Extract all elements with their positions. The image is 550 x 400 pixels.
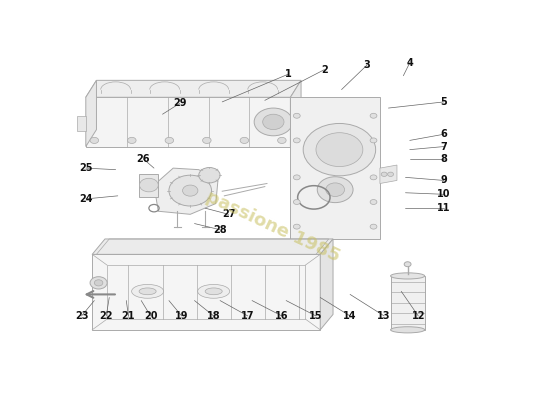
Text: 26: 26 xyxy=(136,154,150,164)
Polygon shape xyxy=(390,276,425,330)
Polygon shape xyxy=(86,97,290,146)
Polygon shape xyxy=(380,165,397,184)
Text: 17: 17 xyxy=(241,311,255,321)
Text: 28: 28 xyxy=(213,225,227,235)
Text: 29: 29 xyxy=(173,98,186,108)
Circle shape xyxy=(293,224,300,229)
Circle shape xyxy=(140,178,158,192)
Polygon shape xyxy=(154,168,218,214)
Polygon shape xyxy=(320,239,333,330)
Polygon shape xyxy=(77,116,86,131)
Polygon shape xyxy=(86,80,96,146)
Circle shape xyxy=(202,137,211,144)
Circle shape xyxy=(199,168,220,183)
Circle shape xyxy=(293,113,300,118)
Circle shape xyxy=(326,183,344,196)
Polygon shape xyxy=(86,80,301,97)
Circle shape xyxy=(95,280,103,286)
Circle shape xyxy=(254,108,293,136)
Circle shape xyxy=(370,138,377,143)
Text: 3: 3 xyxy=(364,60,371,70)
Text: 16: 16 xyxy=(275,311,289,321)
Circle shape xyxy=(183,185,198,196)
Circle shape xyxy=(90,277,107,289)
Circle shape xyxy=(293,200,300,204)
Circle shape xyxy=(404,262,411,267)
Circle shape xyxy=(316,133,363,166)
Circle shape xyxy=(128,137,136,144)
Circle shape xyxy=(381,172,387,176)
Text: 8: 8 xyxy=(441,154,447,164)
Circle shape xyxy=(293,175,300,180)
Circle shape xyxy=(388,172,394,176)
Text: 1: 1 xyxy=(285,69,292,79)
Circle shape xyxy=(90,137,98,144)
Ellipse shape xyxy=(390,273,425,279)
Polygon shape xyxy=(290,97,380,239)
Text: passione 1985: passione 1985 xyxy=(204,188,343,266)
Text: 19: 19 xyxy=(175,311,189,321)
Text: 4: 4 xyxy=(406,58,413,68)
Ellipse shape xyxy=(197,284,230,298)
Circle shape xyxy=(278,137,286,144)
Text: 11: 11 xyxy=(437,203,450,213)
Text: 25: 25 xyxy=(79,163,92,173)
Text: 10: 10 xyxy=(437,189,450,199)
Text: 14: 14 xyxy=(343,311,357,321)
Circle shape xyxy=(370,224,377,229)
Text: 9: 9 xyxy=(441,176,447,186)
Circle shape xyxy=(293,138,300,143)
Text: 15: 15 xyxy=(309,311,323,321)
Ellipse shape xyxy=(205,288,222,295)
Polygon shape xyxy=(92,239,333,254)
Circle shape xyxy=(303,124,376,176)
Text: 22: 22 xyxy=(100,311,113,321)
Polygon shape xyxy=(290,80,301,146)
Ellipse shape xyxy=(390,327,425,333)
Text: 24: 24 xyxy=(79,194,92,204)
Polygon shape xyxy=(139,174,158,197)
Circle shape xyxy=(370,175,377,180)
Text: 7: 7 xyxy=(441,142,447,152)
Circle shape xyxy=(370,113,377,118)
Text: 6: 6 xyxy=(441,129,447,139)
Polygon shape xyxy=(92,254,320,330)
Text: 21: 21 xyxy=(122,311,135,321)
Circle shape xyxy=(370,200,377,204)
Ellipse shape xyxy=(139,288,156,295)
Text: 23: 23 xyxy=(75,311,89,321)
Circle shape xyxy=(263,114,284,130)
Circle shape xyxy=(317,177,353,203)
Circle shape xyxy=(240,137,249,144)
Text: 27: 27 xyxy=(222,209,235,219)
Text: 5: 5 xyxy=(441,97,447,107)
Text: 12: 12 xyxy=(411,311,425,321)
Ellipse shape xyxy=(131,284,163,298)
Text: 2: 2 xyxy=(321,64,328,74)
Circle shape xyxy=(165,137,174,144)
Text: 20: 20 xyxy=(144,311,157,321)
Text: 18: 18 xyxy=(207,311,221,321)
Circle shape xyxy=(169,175,212,206)
Text: 13: 13 xyxy=(377,311,391,321)
